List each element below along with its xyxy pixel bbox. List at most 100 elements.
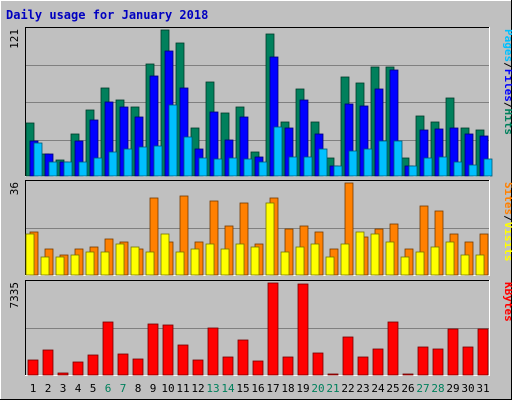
bottom-bar-kbytes-day-17: [267, 282, 279, 376]
middle-bar-visits-day-17: [265, 202, 275, 276]
middle-bar-visits-day-27: [415, 251, 425, 276]
middle-bar-visits-day-26: [400, 256, 410, 276]
middle-bar-visits-day-7: [115, 243, 125, 276]
bottom-bar-kbytes-day-23: [357, 356, 369, 376]
middle-y-max-label: 36: [8, 182, 21, 195]
bottom-bar-kbytes-day-31: [477, 328, 489, 376]
day-label-1: 1: [30, 382, 37, 395]
middle-bar-visits-day-28: [430, 246, 440, 276]
chart-title: Daily usage for January 2018: [6, 8, 208, 22]
top-bar-pages-day-12: [198, 157, 208, 177]
legend-item-0: Pages: [502, 29, 512, 62]
middle-bar-visits-day-18: [280, 251, 290, 276]
bottom-bar-kbytes-day-6: [102, 321, 114, 376]
day-label-12: 12: [191, 382, 204, 395]
legend-item-0: KBytes: [502, 282, 512, 322]
top-bar-pages-day-29: [453, 161, 463, 177]
day-label-27: 27: [416, 382, 429, 395]
middle-bar-visits-day-5: [85, 251, 95, 276]
day-label-3: 3: [60, 382, 67, 395]
panel-kbytes: 7335: [8, 280, 490, 376]
top-bar-pages-day-10: [168, 104, 178, 177]
top-bar-pages-day-15: [243, 158, 253, 177]
middle-bar-visits-day-19: [295, 246, 305, 276]
bottom-bar-kbytes-day-27: [417, 346, 429, 376]
top-bar-pages-day-22: [348, 150, 358, 177]
day-label-22: 22: [341, 382, 354, 395]
bottom-bar-kbytes-day-12: [192, 359, 204, 376]
top-bar-pages-day-27: [423, 157, 433, 177]
legend-sites-visits: Sites/Visits: [502, 182, 512, 262]
day-label-31: 31: [476, 382, 489, 395]
middle-bar-visits-day-9: [145, 251, 155, 276]
day-label-6: 6: [105, 382, 112, 395]
bottom-bar-kbytes-day-26: [402, 373, 414, 376]
top-bar-pages-day-1: [33, 142, 43, 177]
top-bar-pages-day-17: [273, 126, 283, 177]
top-bar-pages-day-9: [153, 145, 163, 177]
day-label-5: 5: [90, 382, 97, 395]
day-label-4: 4: [75, 382, 82, 395]
bottom-bar-kbytes-day-9: [147, 323, 159, 376]
middle-bar-visits-day-15: [235, 243, 245, 276]
top-bar-pages-day-2: [48, 161, 58, 177]
bottom-bar-kbytes-day-7: [117, 353, 129, 376]
middle-bar-visits-day-25: [385, 241, 395, 276]
bottom-bar-kbytes-day-28: [432, 348, 444, 376]
middle-bar-visits-day-22: [340, 243, 350, 276]
middle-bar-visits-day-11: [175, 251, 185, 276]
day-label-29: 29: [446, 382, 459, 395]
top-bar-pages-day-5: [93, 157, 103, 177]
bottom-bar-kbytes-day-1: [27, 359, 39, 376]
top-bar-pages-day-6: [108, 151, 118, 177]
bottom-bar-kbytes-day-8: [132, 358, 144, 376]
bottom-bar-kbytes-day-18: [282, 356, 294, 376]
middle-bar-visits-day-8: [130, 246, 140, 276]
middle-bar-visits-day-3: [55, 256, 65, 276]
top-y-max-label: 121: [8, 29, 21, 49]
legend-item-0: Sites: [502, 182, 512, 215]
day-label-21: 21: [326, 382, 339, 395]
top-bar-pages-day-31: [483, 158, 493, 177]
bottom-bar-kbytes-day-21: [327, 373, 339, 376]
day-label-19: 19: [296, 382, 309, 395]
bottom-bar-kbytes-day-2: [42, 349, 54, 376]
middle-bar-visits-day-21: [325, 256, 335, 276]
top-bar-pages-day-4: [78, 161, 88, 177]
top-bar-pages-day-13: [213, 158, 223, 177]
middle-bar-visits-day-30: [460, 254, 470, 276]
legend-kbytes: KBytes: [502, 282, 512, 322]
day-label-14: 14: [221, 382, 235, 395]
middle-bar-visits-day-1: [25, 233, 35, 276]
legend-item-1: /: [502, 215, 512, 222]
middle-bar-visits-day-10: [160, 233, 170, 276]
bottom-bar-kbytes-day-24: [372, 348, 384, 376]
bottom-bar-kbytes-day-20: [312, 352, 324, 376]
legend-item-4: Hits: [502, 109, 512, 136]
middle-bar-visits-day-4: [70, 254, 80, 276]
top-bar-pages-day-24: [378, 140, 388, 177]
bottom-bar-kbytes-day-29: [447, 328, 459, 376]
day-label-17: 17: [266, 382, 279, 395]
day-label-20: 20: [311, 382, 324, 395]
middle-bar-visits-day-2: [40, 256, 50, 276]
middle-bar-visits-day-23: [355, 231, 365, 276]
bottom-y-max-label: 7335: [8, 282, 21, 309]
day-label-18: 18: [281, 382, 294, 395]
top-bar-pages-day-14: [228, 157, 238, 177]
middle-bar-visits-day-20: [310, 243, 320, 276]
day-label-8: 8: [135, 382, 142, 395]
bottom-bar-kbytes-day-11: [177, 344, 189, 376]
middle-bar-visits-day-13: [205, 243, 215, 276]
bottom-bar-kbytes-day-4: [72, 361, 84, 376]
bottom-bar-kbytes-day-13: [207, 327, 219, 376]
middle-bar-visits-day-6: [100, 251, 110, 276]
top-bar-pages-day-16: [258, 161, 268, 177]
top-bar-pages-day-26: [408, 165, 418, 177]
day-label-23: 23: [356, 382, 369, 395]
bottom-bar-kbytes-day-3: [57, 372, 69, 376]
bottom-bar-kbytes-day-16: [252, 360, 264, 376]
top-bar-pages-day-28: [438, 156, 448, 177]
